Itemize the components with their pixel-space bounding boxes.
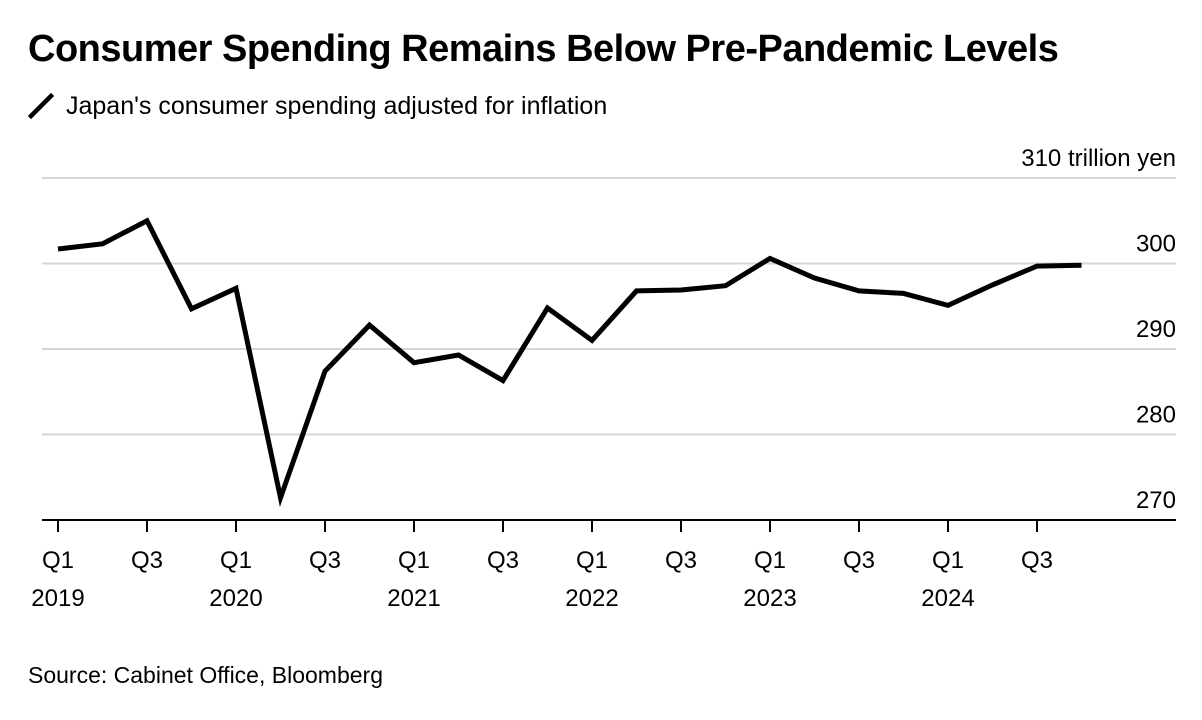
x-tick-label-year: 2020 xyxy=(209,585,262,612)
legend: Japan's consumer spending adjusted for i… xyxy=(28,88,607,124)
x-tick-label-quarter: Q1 xyxy=(932,547,964,574)
x-axis: Q1 2019 Q3 Q1 2020 Q3 Q1 2021 Q3 Q1 2022 Q3 Q1 2023 Q3… xyxy=(31,519,1176,612)
x-tick-label-quarter: Q3 xyxy=(487,547,519,574)
x-tick-label-year: 2023 xyxy=(743,585,796,612)
y-tick-label: 270 xyxy=(1136,487,1176,514)
x-tick-label-quarter: Q3 xyxy=(1021,547,1053,574)
x-tick-label-quarter: Q1 xyxy=(220,547,252,574)
gridlines xyxy=(42,177,1176,436)
x-tick-label-quarter: Q1 xyxy=(576,547,608,574)
x-tick-label-year: 2019 xyxy=(31,585,84,612)
x-tick-label-quarter: Q1 xyxy=(754,547,786,574)
x-tick-label-quarter: Q3 xyxy=(843,547,875,574)
series-line xyxy=(57,217,1082,508)
x-tick-label-quarter: Q3 xyxy=(665,547,697,574)
line-chart: 310 trillion yen 300 290 280 270 Q1 2019 Q3 Q1 2… xyxy=(31,145,1176,612)
x-tick-label-quarter: Q1 xyxy=(42,547,74,574)
y-tick-label: 280 xyxy=(1136,402,1176,429)
chart-title: Consumer Spending Remains Below Pre-Pand… xyxy=(28,28,1059,70)
x-tick-label-quarter: Q1 xyxy=(398,547,430,574)
source-note: Source: Cabinet Office, Bloomberg xyxy=(28,662,383,688)
y-tick-label: 310 trillion yen xyxy=(1021,145,1176,172)
y-tick-label: 290 xyxy=(1136,316,1176,343)
x-tick-label-year: 2024 xyxy=(921,585,974,612)
x-tick-label-quarter: Q3 xyxy=(309,547,341,574)
y-tick-label: 300 xyxy=(1136,231,1176,258)
series-group xyxy=(57,217,1082,508)
x-tick-label-quarter: Q3 xyxy=(131,547,163,574)
legend-label: Japan's consumer spending adjusted for i… xyxy=(66,91,608,120)
x-tick-label-year: 2022 xyxy=(565,585,618,612)
x-tick-label-year: 2021 xyxy=(387,585,440,612)
y-axis-labels: 310 trillion yen 300 290 280 270 xyxy=(1021,145,1176,514)
legend-line-icon xyxy=(28,93,54,119)
